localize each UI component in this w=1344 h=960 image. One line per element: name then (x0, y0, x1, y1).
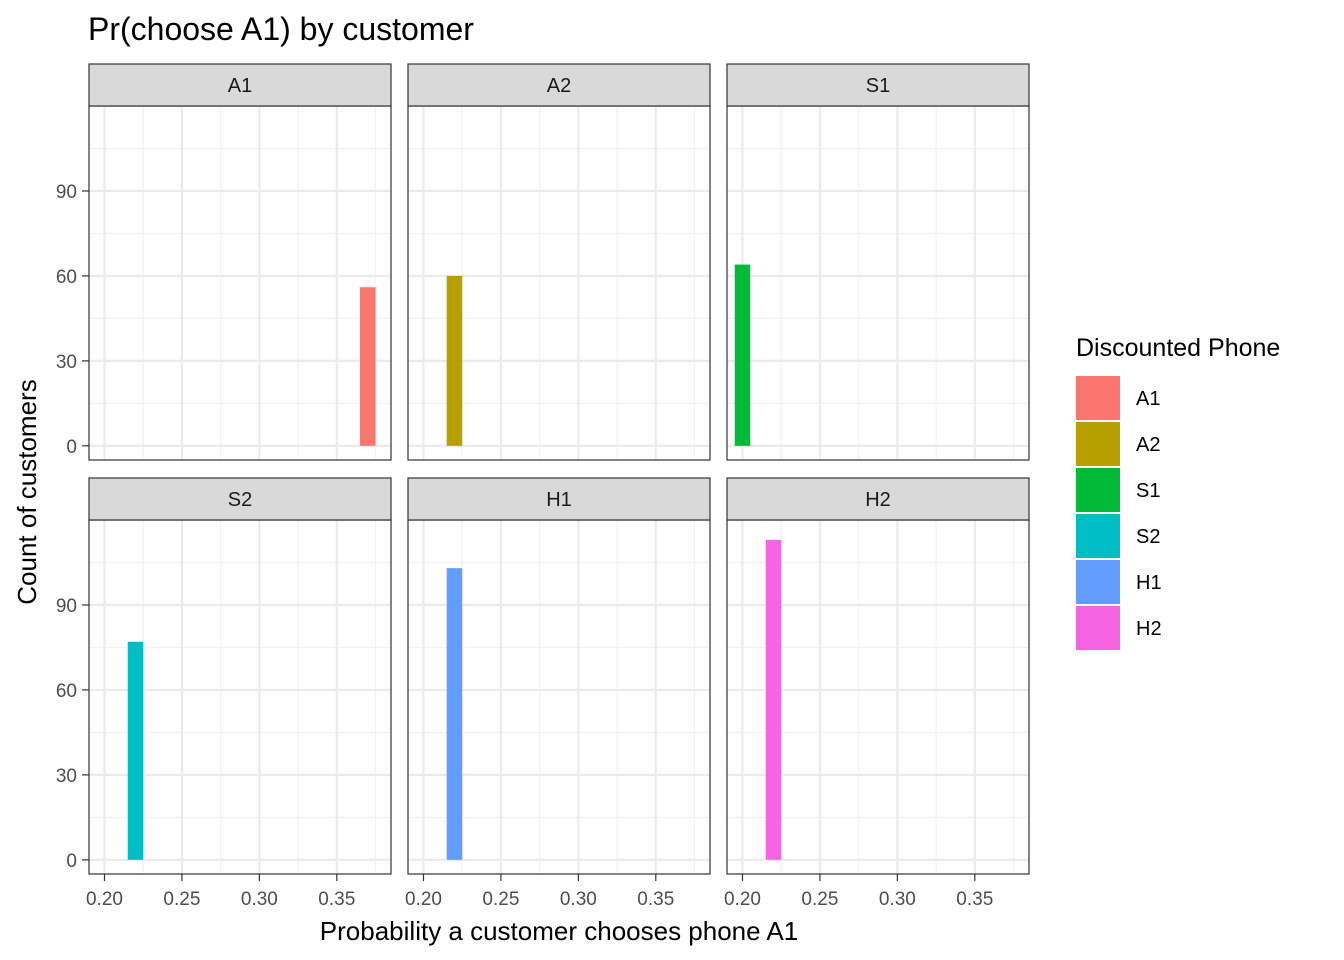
legend-title: Discounted Phone (1076, 334, 1280, 362)
legend-key-a2 (1076, 422, 1120, 466)
legend-label: S1 (1136, 480, 1160, 502)
legend-label: S2 (1136, 526, 1160, 548)
bar-h2 (765, 539, 782, 860)
facet-strip-label: H1 (546, 489, 572, 511)
chart-title: Pr(choose A1) by customer (88, 11, 474, 47)
x-axis: 0.20 0.25 0.30 0.35 0.20 0.25 0.30 0.35 0.20 0.25… (86, 874, 993, 910)
y-tick-label: 60 (56, 267, 77, 288)
facet-strip (726, 63, 1030, 107)
y-axis-title: Count of customers (12, 379, 42, 604)
bar-a2 (446, 275, 463, 446)
bar-h1 (446, 568, 463, 860)
facet-panel-a2: A2 (407, 63, 711, 461)
legend-label: A2 (1136, 434, 1160, 456)
facet-strip (407, 63, 711, 107)
panel-background (727, 106, 1029, 460)
x-tick-label: 0.30 (241, 889, 278, 910)
facet-panel-s2: S2 (88, 477, 392, 875)
y-tick-label: 90 (56, 182, 77, 203)
legend-key-s2 (1076, 514, 1120, 558)
bar-a1 (360, 287, 376, 446)
y-tick-label: 90 (56, 596, 77, 617)
x-tick-label: 0.25 (482, 889, 519, 910)
legend-key-h1 (1076, 560, 1120, 604)
facet-strip-label: S1 (866, 75, 890, 97)
bar-s2 (127, 641, 144, 860)
y-tick-label: 0 (66, 437, 77, 458)
bar-s1 (734, 264, 751, 446)
legend-label: H2 (1136, 618, 1162, 640)
x-tick-label: 0.25 (801, 889, 838, 910)
facet-strip-label: A2 (547, 75, 571, 97)
x-tick-label: 0.30 (879, 889, 916, 910)
facet-strip (88, 477, 392, 521)
x-axis-title: Probability a customer chooses phone A1 (320, 916, 798, 946)
y-tick-label: 60 (56, 681, 77, 702)
y-axis: 0 30 60 90 0 30 60 90 (56, 182, 89, 872)
facet-strip-label: H2 (865, 489, 891, 511)
legend: Discounted Phone A1 A2 S1 S2 H1 H2 (1076, 334, 1280, 650)
legend-label: H1 (1136, 572, 1162, 594)
y-tick-label: 30 (56, 766, 77, 787)
y-tick-label: 0 (66, 851, 77, 872)
x-tick-label: 0.35 (956, 889, 993, 910)
panel-background (89, 106, 391, 460)
x-tick-label: 0.35 (318, 889, 355, 910)
y-tick-label: 30 (56, 352, 77, 373)
facet-panel-s1: S1 (726, 63, 1030, 461)
facet-panel-a1: A1 (88, 63, 392, 461)
facet-strip (88, 63, 392, 107)
x-tick-label: 0.20 (86, 889, 123, 910)
facet-panels: A1 A2 S1 S2 H1 H2 (88, 63, 1030, 875)
legend-key-a1 (1076, 376, 1120, 420)
x-tick-label: 0.20 (724, 889, 761, 910)
facet-strip (726, 477, 1030, 521)
x-tick-label: 0.35 (637, 889, 674, 910)
x-tick-label: 0.25 (163, 889, 200, 910)
legend-label: A1 (1136, 388, 1160, 410)
facet-strip-label: S2 (228, 489, 252, 511)
legend-key-s1 (1076, 468, 1120, 512)
facet-panel-h2: H2 (726, 477, 1030, 875)
facet-panel-h1: H1 (407, 477, 711, 875)
facet-strip (407, 477, 711, 521)
legend-key-h2 (1076, 606, 1120, 650)
x-tick-label: 0.30 (560, 889, 597, 910)
facet-strip-label: A1 (228, 75, 252, 97)
x-tick-label: 0.20 (405, 889, 442, 910)
